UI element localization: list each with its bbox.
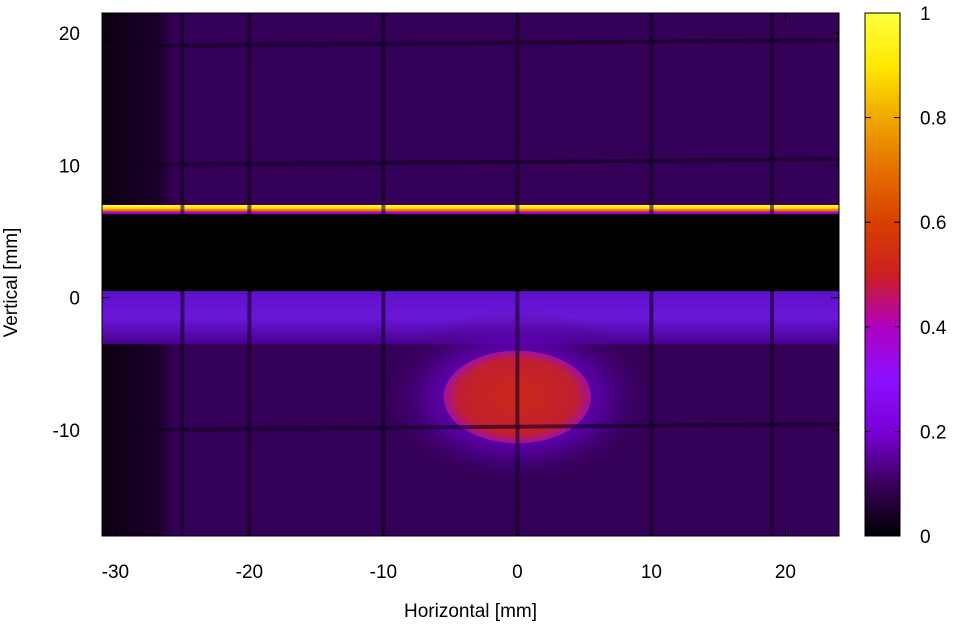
colorbar-tick-label: 0.8	[920, 109, 946, 130]
colorbar-tick-label: 0	[920, 527, 931, 548]
grid-line-y	[102, 157, 839, 168]
y-axis-title: Vertical [mm]	[1, 228, 22, 338]
heatmap-bright-stripe	[102, 204, 839, 215]
grid-line-y	[102, 38, 839, 49]
x-tick-label: -30	[102, 562, 129, 583]
colorbar-axis: 0 0.2 0.4 0.6 0.8 1	[865, 4, 947, 548]
colorbar-tick-label: 1	[920, 4, 931, 25]
y-axis: -10 0 10 20	[53, 24, 839, 442]
x-axis-title: Horizontal [mm]	[404, 601, 537, 622]
x-tick-label: 10	[641, 562, 662, 583]
colorbar-tick-label: 0.6	[920, 213, 946, 234]
grid-line-y	[102, 422, 839, 433]
y-tick-label: 20	[59, 24, 80, 45]
heatmap-dark-band	[102, 214, 839, 292]
colorbar-tick-label: 0.4	[920, 318, 947, 339]
x-axis: -30 -20 -10 0 10 20	[102, 13, 796, 583]
x-tick-label: 0	[512, 562, 523, 583]
y-tick-label: -10	[53, 421, 80, 442]
x-tick-label: -10	[370, 562, 397, 583]
plot-frame	[101, 12, 840, 537]
colorbar	[864, 12, 901, 537]
y-tick-label: 10	[59, 156, 80, 177]
x-tick-label: -20	[236, 562, 263, 583]
plot-area	[102, 13, 839, 536]
x-tick-label: 20	[775, 562, 796, 583]
colorbar-tick-label: 0.2	[920, 422, 946, 443]
y-tick-label: 0	[69, 289, 80, 310]
